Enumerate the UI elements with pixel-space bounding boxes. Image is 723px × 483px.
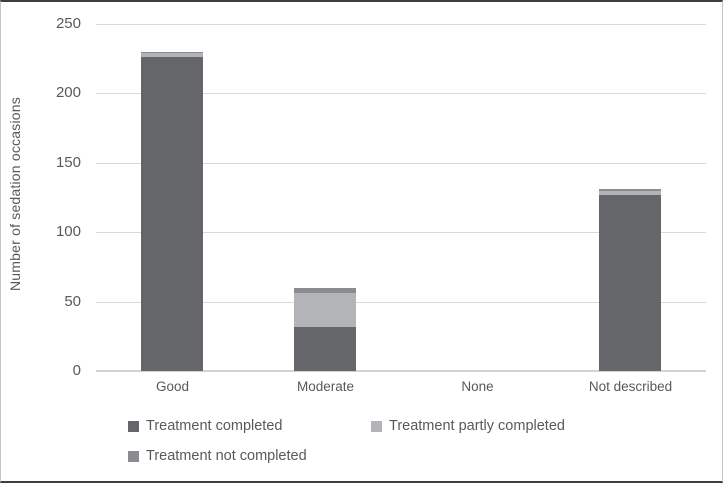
x-category-label-good: Good bbox=[155, 379, 190, 394]
y-gridline-50 bbox=[96, 302, 706, 303]
bar-segment-good-treatment-completed bbox=[141, 57, 203, 371]
bar-segment-good-treatment-partly-completed bbox=[141, 53, 203, 58]
legend-item-treatment-not-completed: Treatment not completed bbox=[128, 448, 371, 464]
x-category-label-not-described: Not described bbox=[588, 379, 673, 394]
y-gridline-150 bbox=[96, 163, 706, 164]
y-tick-label-200: 200 bbox=[55, 84, 81, 101]
legend-swatch-icon bbox=[371, 420, 382, 432]
y-tick-label-150: 150 bbox=[55, 154, 81, 171]
y-gridline-250 bbox=[96, 24, 706, 25]
legend-swatch-icon bbox=[128, 450, 139, 462]
legend-item-treatment-completed: Treatment completed bbox=[128, 418, 371, 434]
legend-label: Treatment partly completed bbox=[389, 418, 565, 434]
bar-segment-not-described-treatment-not-completed bbox=[599, 189, 661, 191]
y-tick-label-50: 50 bbox=[64, 293, 81, 310]
legend-label: Treatment completed bbox=[146, 418, 283, 434]
x-category-label-none: None bbox=[461, 379, 494, 394]
legend-label: Treatment not completed bbox=[146, 448, 307, 464]
bar-segment-moderate-treatment-not-completed bbox=[294, 287, 356, 294]
y-tick-label-250: 250 bbox=[55, 15, 81, 32]
y-tick-label-100: 100 bbox=[55, 223, 81, 240]
y-axis-title: Number of sedation occasions bbox=[7, 97, 23, 291]
bar-segment-moderate-treatment-partly-completed bbox=[294, 293, 356, 327]
bar-segment-good-treatment-not-completed bbox=[141, 51, 203, 54]
legend-item-treatment-partly-completed: Treatment partly completed bbox=[371, 418, 598, 434]
bar-segment-not-described-treatment-partly-completed bbox=[599, 190, 661, 195]
y-gridline-200 bbox=[96, 93, 706, 94]
bar-segment-moderate-treatment-completed bbox=[294, 326, 356, 371]
legend: Treatment completed Treatment partly comp… bbox=[128, 418, 598, 464]
y-tick-label-0: 0 bbox=[72, 362, 81, 379]
bar-segment-not-described-treatment-completed bbox=[599, 194, 661, 371]
x-category-label-moderate: Moderate bbox=[296, 379, 355, 394]
legend-swatch-icon bbox=[128, 420, 139, 432]
x-axis-line bbox=[96, 370, 706, 372]
y-gridline-100 bbox=[96, 232, 706, 233]
